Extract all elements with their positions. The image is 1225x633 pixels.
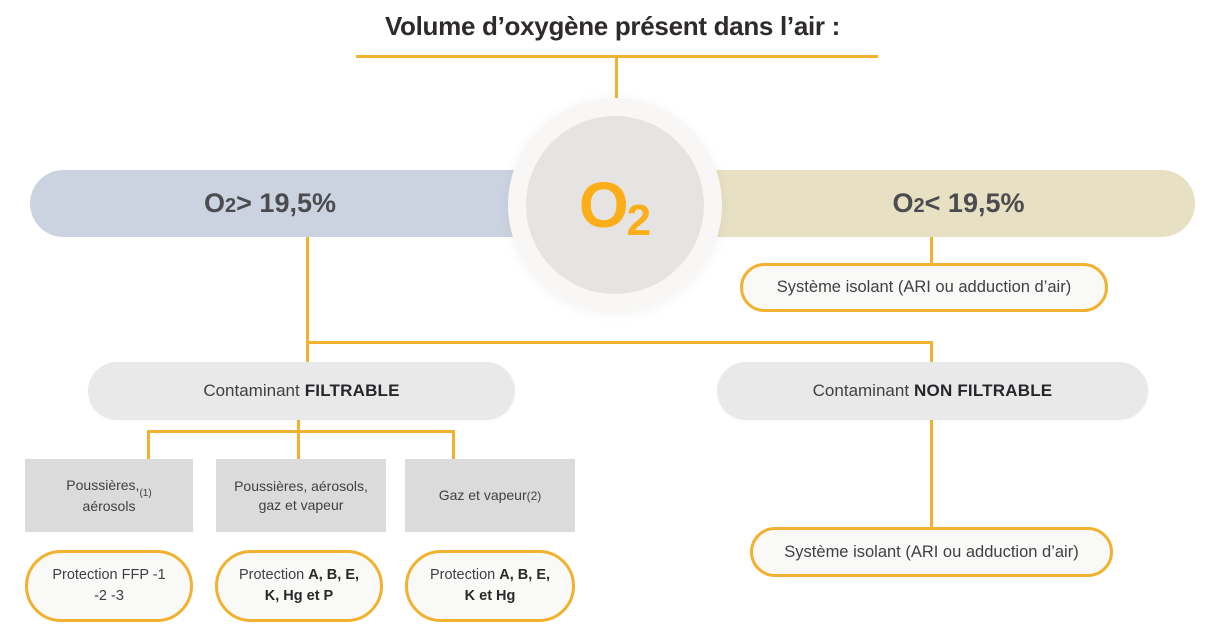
pill-protection-abekhg: Protection A, B, E, K et Hg — [405, 550, 575, 622]
box-gaz-vapeur: Gaz et vapeur(2) — [405, 459, 575, 532]
bracket-horizontal — [147, 430, 455, 433]
isolant-pill-top: Système isolant (ARI ou adduction d’air) — [740, 263, 1108, 312]
protection3-line1: Protection A, B, E, — [430, 565, 550, 586]
right-condition-text: < 19,5% — [924, 188, 1025, 218]
isolant-pill-bottom-label: Système isolant (ARI ou adduction d’air) — [784, 542, 1079, 561]
nonfiltrable-label-regular: Contaminant — [812, 381, 910, 400]
protection-ffp-line2: -2 -3 — [94, 588, 124, 604]
box1-footnote: (1) — [139, 487, 152, 499]
protection3-types-line1: A, B, E, — [499, 567, 551, 583]
protection-ffp-line1: Protection FFP -1 — [52, 567, 166, 583]
node-contaminant-non-filtrable: Contaminant NON FILTRABLE — [717, 362, 1148, 420]
protection2-prefix: Protection — [238, 567, 309, 583]
pill-protection-abekhgp: Protection A, B, E, K, Hg et P — [215, 550, 383, 622]
pill-protection-ffp: Protection FFP -1 -2 -3 — [25, 550, 193, 622]
bracket-drop-right — [452, 430, 455, 459]
nonfiltrable-label-bold: NON FILTRABLE — [914, 381, 1053, 400]
left-o2-symbol: O — [204, 188, 226, 218]
branch-right-label: O2< 19,5% — [722, 188, 1195, 219]
connector-middle-horizontal — [306, 341, 933, 344]
branch-left-label: O2> 19,5% — [30, 188, 510, 219]
filtrable-label-regular: Contaminant — [203, 381, 300, 400]
box-poussieres-aerosols: Poussières,(1) aérosols — [25, 459, 193, 532]
filtrable-label-bold: FILTRABLE — [304, 381, 400, 400]
box3-footnote: (2) — [526, 488, 542, 503]
isolant-pill-top-label: Système isolant (ARI ou adduction d’air) — [776, 278, 1072, 296]
o2-circle-symbol: O — [578, 169, 629, 241]
right-o2-symbol: O — [892, 188, 914, 218]
box2-line1: Poussières, aérosols, — [234, 477, 368, 494]
o2-circle-subscript: 2 — [626, 196, 652, 245]
isolant-pill-bottom: Système isolant (ARI ou adduction d’air) — [750, 527, 1113, 577]
connector-filtrable-middle-drop — [297, 417, 300, 459]
box2-line2: gaz et vapeur — [258, 496, 344, 513]
bracket-drop-left — [147, 430, 150, 459]
page-title: Volume d’oxygène présent dans l’air : — [384, 11, 841, 41]
protection2-types-line1: A, B, E, — [308, 567, 360, 583]
left-condition-text: > 19,5% — [236, 188, 336, 218]
connector-to-nonfiltrable — [930, 341, 933, 364]
node-contaminant-filtrable: Contaminant FILTRABLE — [88, 362, 515, 420]
protection3-prefix: Protection — [429, 567, 500, 583]
protection2-line1: Protection A, B, E, — [239, 565, 359, 586]
connector-right-to-isolant — [930, 237, 933, 265]
box1-text: Poussières, — [66, 476, 140, 493]
protection2-types-line2: K, Hg et P — [264, 588, 334, 604]
box3-line1: Gaz et vapeur(2) — [439, 486, 542, 506]
connector-left-vertical — [306, 237, 309, 364]
protection3-types-line2: K et Hg — [464, 588, 516, 604]
box1-line1: Poussières,(1) — [66, 476, 152, 499]
connector-title-to-circle — [615, 55, 618, 101]
box1-line2: aérosols — [82, 497, 136, 514]
box-poussieres-aerosols-gaz-vapeur: Poussières, aérosols, gaz et vapeur — [216, 459, 386, 532]
box3-text: Gaz et vapeur — [438, 486, 527, 503]
left-o2-subscript: 2 — [225, 195, 237, 217]
right-o2-subscript: 2 — [913, 195, 925, 217]
connector-nonfiltrable-to-isolant — [930, 420, 933, 527]
